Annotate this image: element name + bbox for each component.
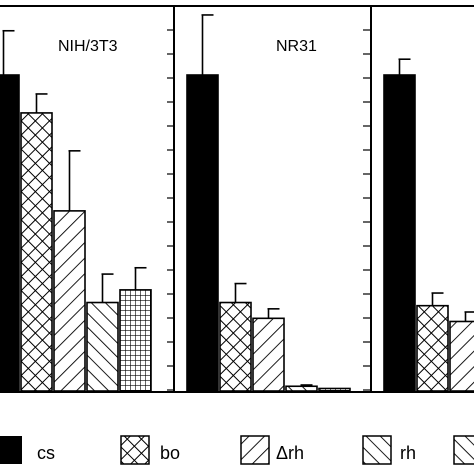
legend-label-cs: cs — [37, 443, 55, 463]
legend-swatch-drh — [240, 435, 270, 465]
bar-p1-2 — [20, 112, 53, 392]
legend-label-bo: bo — [160, 443, 180, 463]
legend-label-rh: rh — [400, 443, 416, 463]
legend-swatch-cs — [0, 436, 22, 464]
bar-p1-3 — [53, 210, 86, 392]
bar-p2-3 — [252, 317, 285, 392]
legend-label-drh: Δrh — [276, 443, 304, 463]
legend-swatch-extra — [453, 435, 474, 465]
bar-p2-4 — [285, 385, 318, 392]
plot-frame — [0, 5, 474, 393]
bar-p1-1 — [0, 74, 20, 392]
bar-p1-5 — [119, 289, 152, 392]
bars-layer — [0, 14, 474, 392]
bar-p2-5 — [318, 387, 351, 392]
legend-swatch-bo — [120, 435, 150, 465]
bar-p2-1 — [186, 74, 219, 392]
legend: cs bo Δrh rh — [0, 435, 474, 465]
bar-p3-3 — [449, 320, 474, 392]
panel-title-2: NR31 — [276, 38, 317, 55]
legend-swatch-rh — [362, 435, 392, 465]
panel-title-1: NIH/3T3 — [58, 38, 118, 55]
bar-p1-4 — [86, 301, 119, 392]
bar-p3-2 — [416, 304, 449, 392]
bar-p2-2 — [219, 301, 252, 392]
axis-ticks — [167, 29, 371, 391]
bar-p3-1 — [383, 74, 416, 392]
